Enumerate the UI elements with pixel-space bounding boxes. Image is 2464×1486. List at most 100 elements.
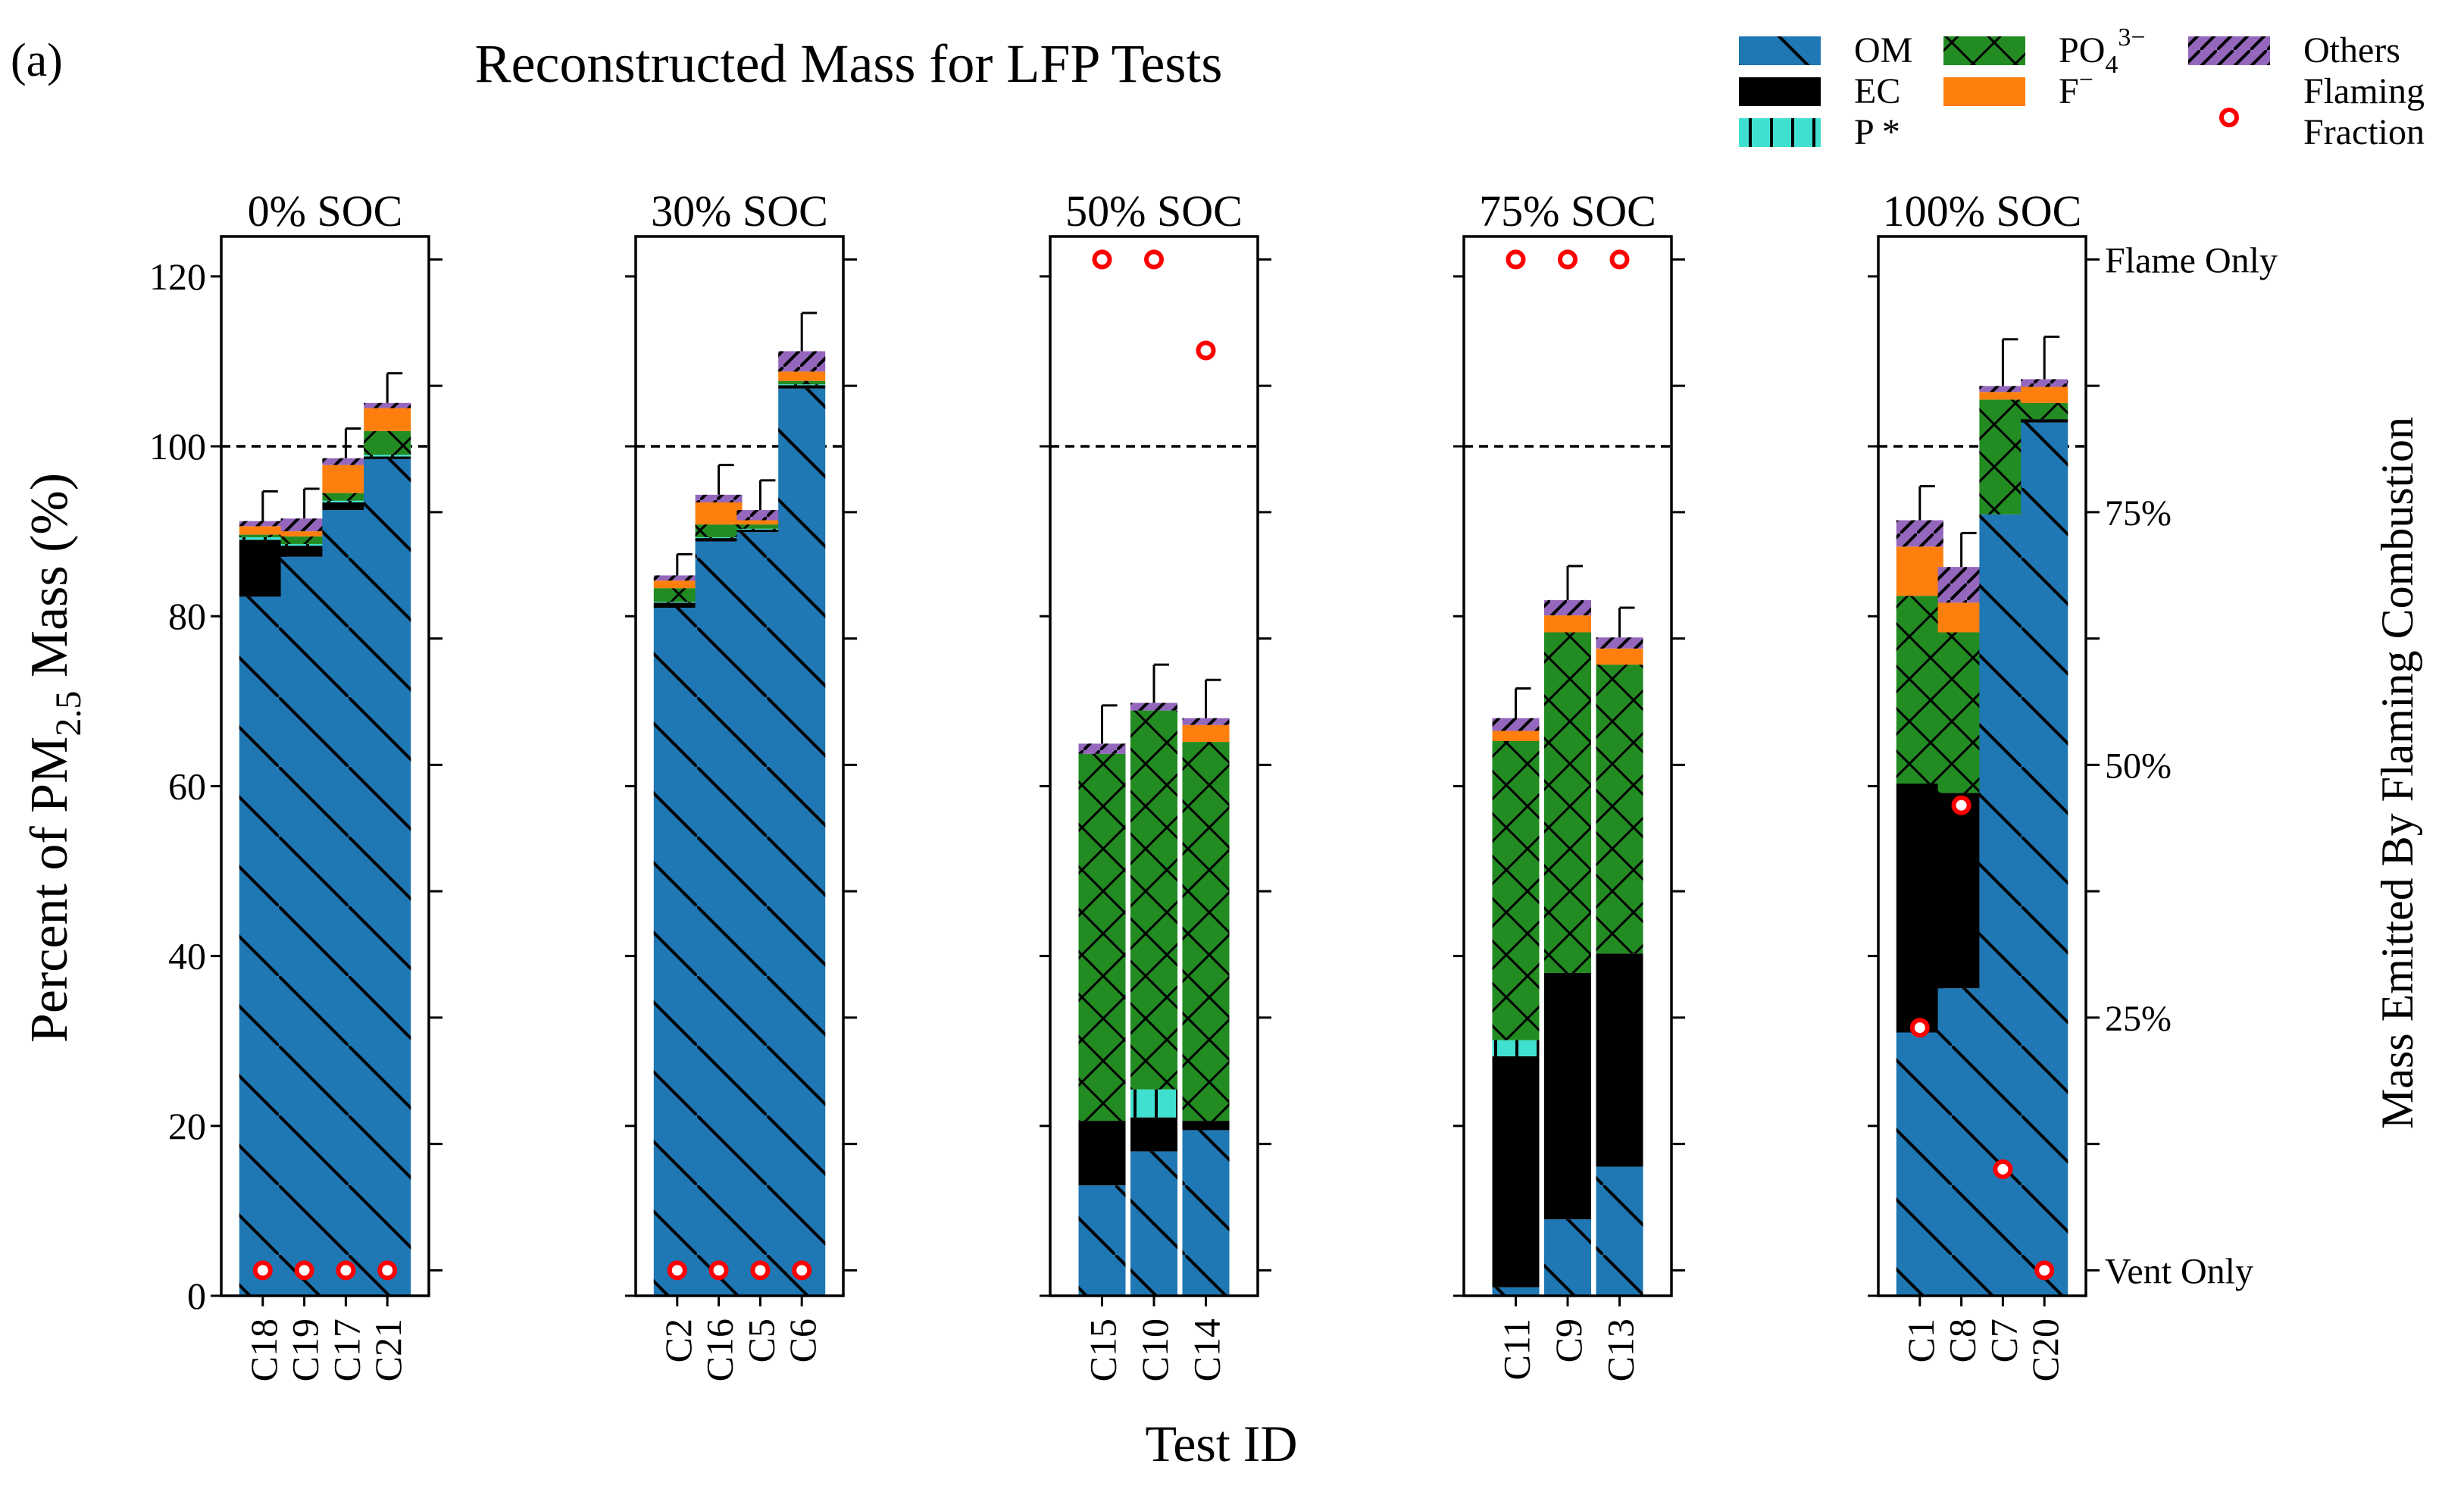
- bar-segment-C10-EC: [1130, 1117, 1177, 1152]
- bar-hatch-C10-PO4: [1130, 710, 1177, 1090]
- bar-segment-C2-F: [653, 580, 701, 589]
- bar-hatch-C20-Others: [2021, 379, 2068, 387]
- flaming-fraction-C5: [750, 1260, 771, 1281]
- legend-hatch-OM: [1739, 36, 1821, 65]
- bar-hatch-C2-PO4: [653, 588, 701, 602]
- flaming-fraction-C11: [1506, 249, 1526, 270]
- legend-label-F-main: F: [2059, 71, 2079, 111]
- bar-hatch-C5-PO4: [736, 524, 784, 529]
- bar-hatch-C7-Others: [1979, 386, 2027, 393]
- bar-segment-C19-F: [280, 531, 328, 537]
- flaming-fraction-C19: [294, 1260, 314, 1281]
- x-tick-label: C19: [284, 1319, 327, 1381]
- bar-hatch-C9-Others: [1544, 599, 1591, 616]
- x-tick-label: C5: [740, 1319, 782, 1362]
- panel-title: 30% SOC: [651, 186, 828, 236]
- flaming-fraction-C14: [1196, 340, 1216, 361]
- flaming-fraction-C10: [1144, 249, 1164, 270]
- x-tick-label: C21: [367, 1319, 409, 1381]
- bar-segment-C7-F: [1979, 392, 2027, 400]
- bar-hatch-C5-OM: [736, 532, 784, 1296]
- x-tick-label: C9: [1547, 1319, 1590, 1362]
- bar-segment-C6-F: [778, 371, 826, 381]
- bar-hatch-C6-Others: [778, 351, 826, 372]
- bar-segment-C20-F: [2021, 386, 2068, 403]
- panel-frame: [220, 235, 430, 1297]
- panel-label: (a): [11, 35, 63, 86]
- bar-segment-C21-EC: [364, 456, 411, 459]
- legend-label-PO4-main: PO: [2059, 30, 2105, 70]
- bar-hatch-C15-OM: [1078, 1185, 1126, 1296]
- x-tick-label: C20: [2024, 1319, 2066, 1381]
- x-tick-label: C18: [242, 1319, 285, 1381]
- bar-segment-C17-EC: [322, 502, 370, 511]
- panel-3: C11 C9 C13 75% SOC: [1453, 186, 1685, 1381]
- x-tick-label: C15: [1082, 1319, 1124, 1381]
- y-tick-label: 100: [149, 425, 206, 468]
- bar-hatch-C11-OM: [1492, 1287, 1540, 1296]
- x-tick-label: C1: [1900, 1319, 1942, 1362]
- panel-title: 0% SOC: [248, 186, 403, 236]
- x-tick-label: C2: [657, 1319, 699, 1362]
- bar-hatch-C18-OM: [239, 596, 286, 1296]
- bar-hatch-C18-PO4: [239, 534, 286, 537]
- legend-swatch-F: [1943, 77, 2025, 106]
- y-tick-label: 20: [168, 1105, 206, 1147]
- legend-label-F: F−: [2059, 66, 2093, 111]
- right-axis-label: Mass Emitted By Flaming Combustion: [2372, 417, 2422, 1129]
- x-tick-label: C10: [1134, 1319, 1176, 1381]
- legend-flaming-marker: [2219, 108, 2239, 127]
- bar-hatch-C11-Others: [1492, 718, 1540, 731]
- bar-hatch-C14-OM: [1182, 1130, 1230, 1296]
- bar-segment-C8-EC: [1937, 793, 1985, 989]
- bar-segment-C14-F: [1182, 724, 1230, 743]
- legend-label-F-sup: −: [2079, 66, 2093, 94]
- bar-segment-C11-EC: [1492, 1056, 1540, 1287]
- legend-label-PO4-sub: 4: [2105, 51, 2118, 79]
- bar-hatch-C2-Others: [653, 575, 701, 581]
- bar-hatch-C1-Others: [1896, 520, 1943, 547]
- bar-hatch-C19-PO4: [280, 536, 328, 544]
- bar-segment-C20-EC: [2021, 419, 2068, 423]
- bar-segment-C1-F: [1896, 546, 1943, 596]
- right-tick-label: 50%: [2105, 746, 2172, 786]
- bar-hatch-C21-Others: [364, 402, 411, 408]
- panel-2: C15 C10 C14 50% SOC: [1040, 186, 1271, 1381]
- bar-segment-C6-EC: [778, 385, 826, 389]
- legend-label-Others: Others: [2303, 30, 2400, 70]
- panel-title: 100% SOC: [1883, 186, 2082, 236]
- bar-hatch-C19-OM: [280, 556, 328, 1296]
- bar-segment-C8-F: [1937, 602, 1985, 633]
- bar-hatch-C11-P: [1492, 1040, 1540, 1056]
- bar-hatch-C16-OM: [695, 541, 743, 1296]
- bar-hatch-C6-PO4: [778, 380, 826, 385]
- bar-segment-C11-F: [1492, 730, 1540, 741]
- flaming-fraction-C16: [708, 1260, 729, 1281]
- x-tick-label: C16: [699, 1319, 741, 1381]
- legend-label-OM: OM: [1854, 30, 1912, 70]
- bar-hatch-C13-OM: [1596, 1166, 1643, 1296]
- bar-hatch-C19-Others: [280, 518, 328, 532]
- bar-segment-C16-F: [695, 502, 743, 525]
- panel-frame: [1462, 235, 1673, 1297]
- bar-hatch-C15-PO4: [1078, 753, 1126, 1122]
- bar-hatch-C8-PO4: [1937, 632, 1985, 793]
- x-tick-label: C14: [1186, 1319, 1228, 1381]
- bar-hatch-C9-OM: [1544, 1219, 1591, 1296]
- y-tick-label: 0: [187, 1275, 206, 1317]
- legend-label-PO4-sup: 3−: [2118, 23, 2145, 52]
- bar-segment-C5-EC: [736, 529, 784, 533]
- x-tick-label: C8: [1941, 1319, 1984, 1362]
- flaming-fraction-C17: [336, 1260, 356, 1281]
- bar-hatch-C18-Others: [239, 521, 286, 527]
- bar-hatch-C17-OM: [322, 510, 370, 1297]
- bar-hatch-C19-P: [280, 543, 328, 546]
- legend-hatch-Others: [2188, 36, 2270, 65]
- right-tick-label: 75%: [2105, 493, 2172, 533]
- x-tick-label: C17: [325, 1319, 367, 1381]
- bar-hatch-C5-P: [736, 528, 784, 530]
- x-tick-label: C13: [1599, 1319, 1642, 1381]
